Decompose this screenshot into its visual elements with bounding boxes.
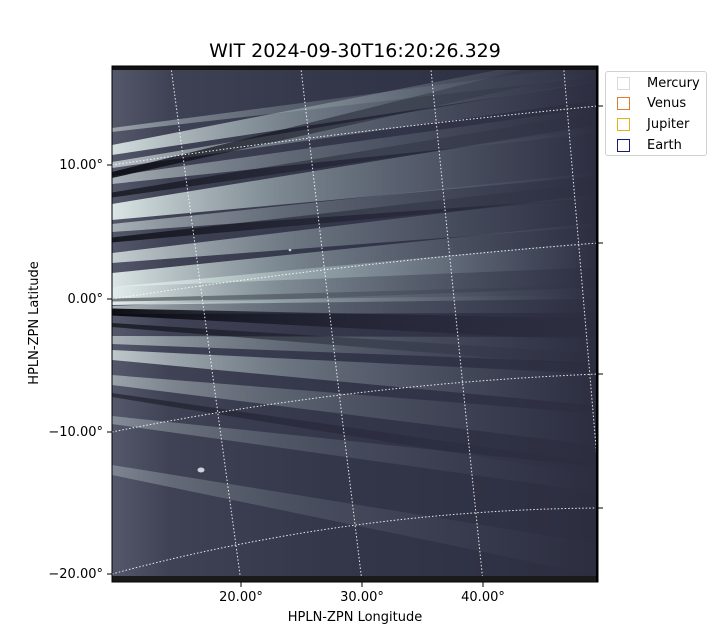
- bright-streamer: [112, 172, 598, 232]
- legend-label: Jupiter: [647, 116, 690, 132]
- grid-line: [112, 105, 598, 166]
- right-axis-ticks: [598, 105, 603, 509]
- bright-streamer: [112, 107, 598, 184]
- bright-streamer: [112, 124, 598, 220]
- legend-swatch-earth: [617, 138, 630, 152]
- dark-streamer: [112, 112, 598, 198]
- y-tick-label: −10.00°: [48, 425, 103, 440]
- grid-line: [170, 66, 242, 582]
- right-spine: [596, 66, 598, 582]
- legend-item-mercury: Mercury: [617, 75, 700, 91]
- x-axis: 20.00° 30.00° 40.00° HPLN-ZPN Longitude: [219, 582, 505, 625]
- bright-streamer: [112, 416, 598, 493]
- dark-streamer: [112, 182, 598, 243]
- image-top-edge: [112, 66, 598, 70]
- x-tick-label: 40.00°: [461, 590, 505, 605]
- legend-item-jupiter: Jupiter: [617, 116, 689, 132]
- y-axis: 10.00° 0.00° −10.00° −20.00° HPLN-ZPN La…: [27, 158, 112, 582]
- legend-swatch-mercury: [617, 76, 630, 90]
- grid-line: [430, 66, 484, 582]
- star-dot: [288, 248, 292, 252]
- grid-line: [300, 66, 363, 582]
- coordinate-grid: [112, 66, 598, 582]
- dark-streamer: [112, 323, 598, 367]
- legend-label: Earth: [647, 137, 682, 153]
- grid-line: [112, 507, 598, 575]
- dark-streamer: [112, 66, 598, 178]
- legend-swatch-jupiter: [617, 117, 630, 131]
- dark-streamer: [112, 285, 598, 302]
- legend-swatch-venus: [617, 96, 630, 110]
- legend-item-venus: Venus: [617, 95, 686, 111]
- y-tick-label: −20.00°: [48, 567, 103, 582]
- bright-streamer: [112, 194, 598, 263]
- dark-streamer: [112, 393, 598, 477]
- plot-area: [112, 66, 598, 582]
- grid-line: [563, 66, 598, 471]
- legend: Mercury Venus Jupiter Earth: [605, 71, 707, 156]
- y-axis-label: HPLN-ZPN Latitude: [27, 261, 42, 384]
- image-bottom-edge: [112, 576, 598, 582]
- star-blob: [197, 467, 205, 473]
- legend-label: Mercury: [647, 75, 700, 91]
- bright-streamer: [112, 465, 598, 576]
- x-tick-label: 20.00°: [219, 590, 263, 605]
- legend-item-earth: Earth: [617, 137, 682, 153]
- grid-line: [112, 242, 598, 300]
- bright-streamer: [112, 350, 598, 406]
- dark-streamer: [112, 308, 598, 342]
- y-tick-label: 10.00°: [59, 158, 103, 173]
- x-axis-label: HPLN-ZPN Longitude: [288, 610, 423, 625]
- chart-title: WIT 2024-09-30T16:20:26.329: [209, 40, 501, 62]
- y-tick-label: 0.00°: [68, 292, 103, 307]
- legend-label: Venus: [647, 95, 687, 111]
- bright-streamer: [112, 375, 598, 446]
- coronal-streamers: [112, 66, 598, 576]
- x-tick-label: 30.00°: [340, 590, 384, 605]
- grid-line: [112, 373, 598, 433]
